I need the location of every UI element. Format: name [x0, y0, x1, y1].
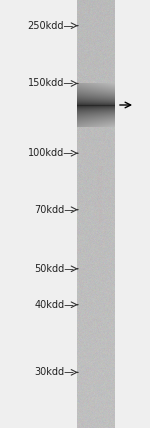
Text: 50kdd—: 50kdd—	[34, 264, 74, 274]
Text: 150kdd—: 150kdd—	[28, 78, 74, 89]
Text: 250kdd—: 250kdd—	[28, 21, 74, 31]
Text: 30kdd—: 30kdd—	[34, 367, 74, 377]
Text: 70kdd—: 70kdd—	[34, 205, 74, 215]
Text: www.PTGAA3.COM: www.PTGAA3.COM	[99, 163, 104, 222]
Text: 100kdd—: 100kdd—	[28, 148, 74, 158]
Text: 40kdd—: 40kdd—	[34, 300, 74, 310]
